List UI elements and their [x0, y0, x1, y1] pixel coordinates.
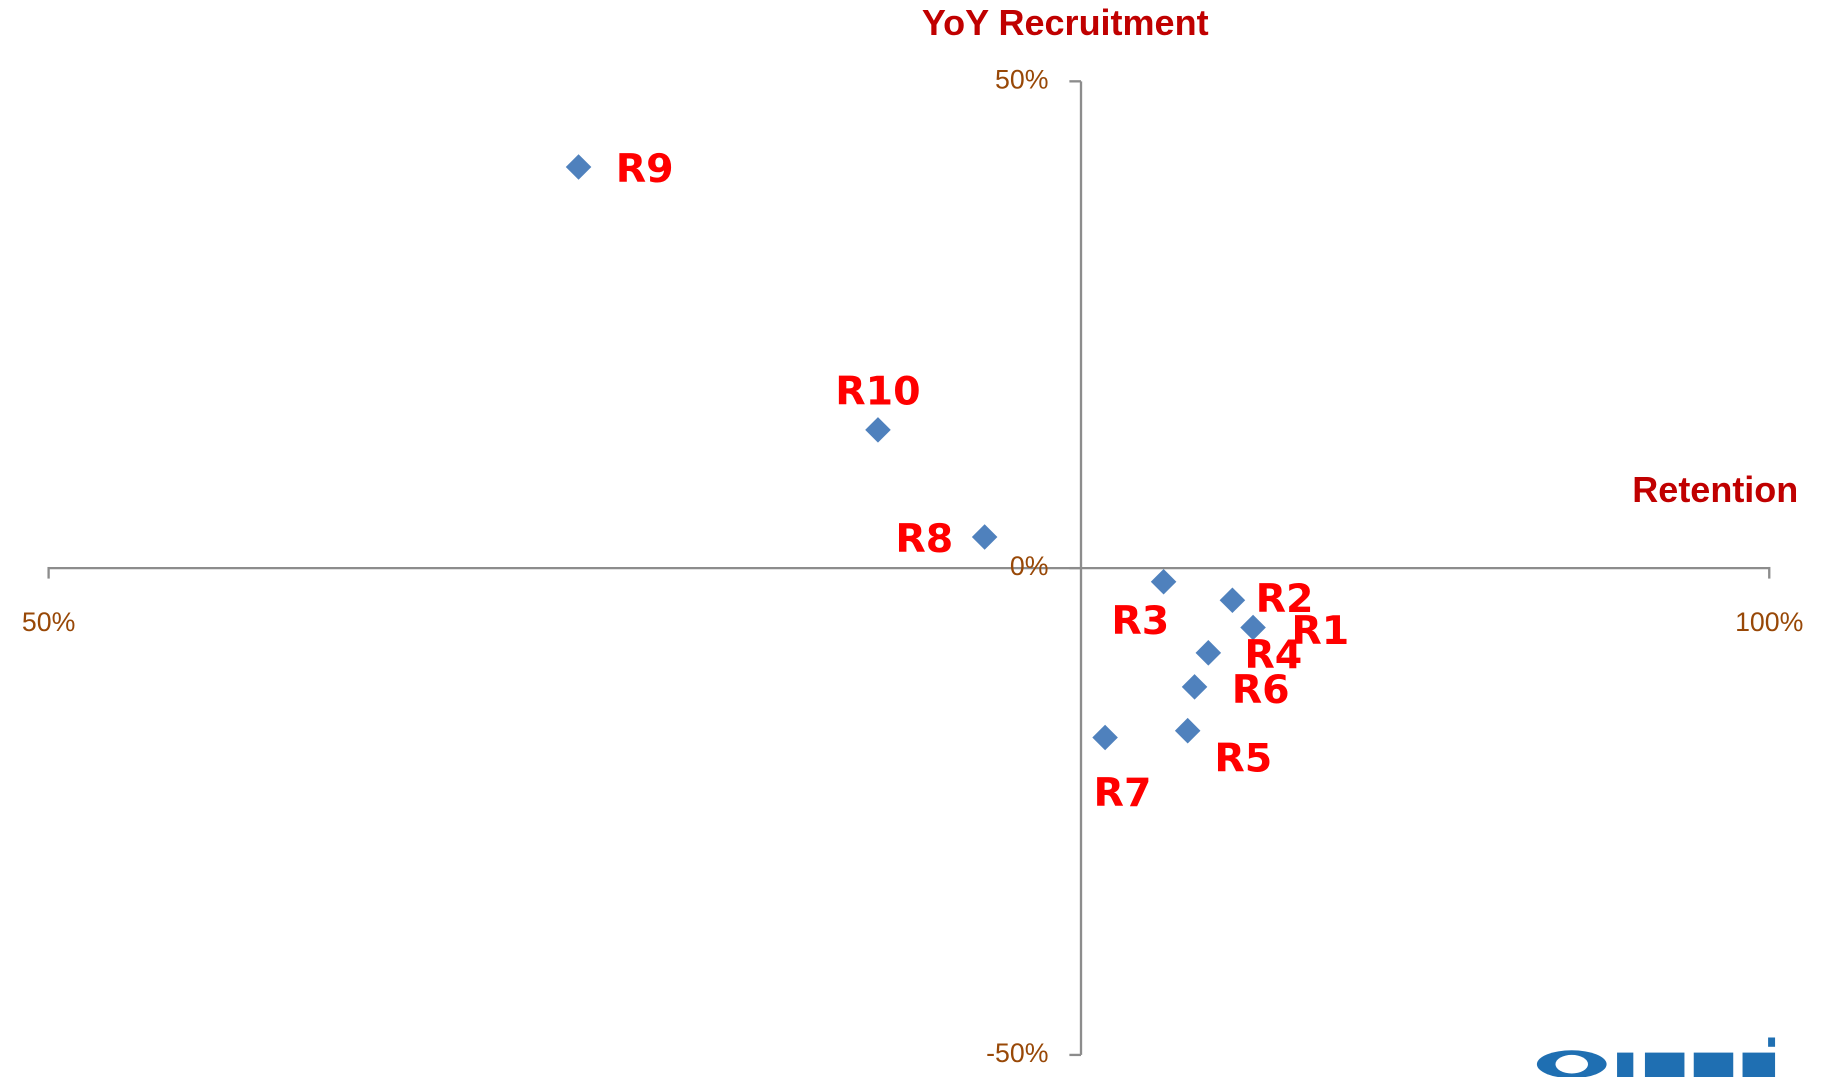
point-label: R9	[616, 146, 674, 192]
point-label: R1	[1291, 608, 1349, 654]
logo	[1536, 1037, 1776, 1077]
x-tick-label: 50%	[22, 607, 75, 637]
point	[1181, 674, 1208, 700]
y-tick-label: 50%	[995, 64, 1048, 94]
point	[565, 154, 592, 180]
x-axis-title: Retention	[1632, 469, 1798, 510]
y-tick-label: 0%	[1010, 551, 1049, 581]
point-label: R5	[1214, 735, 1272, 781]
point	[865, 417, 891, 443]
y-axis-title: YoY Recruitment	[922, 2, 1209, 43]
point-label: R10	[835, 368, 920, 414]
point	[1195, 640, 1222, 666]
point-label: R7	[1094, 770, 1152, 816]
point-label: R3	[1111, 598, 1169, 644]
y-tick-label: -50%	[986, 1038, 1048, 1068]
point	[1092, 724, 1118, 751]
point-label: R4	[1244, 632, 1302, 678]
point-label: R8	[895, 516, 953, 562]
point-label: R2	[1256, 576, 1314, 622]
point	[1150, 568, 1177, 595]
x-tick-label: 100%	[1735, 607, 1803, 637]
point	[1219, 587, 1246, 614]
point	[971, 524, 998, 550]
point-label: R6	[1232, 667, 1290, 713]
point	[1174, 717, 1201, 744]
